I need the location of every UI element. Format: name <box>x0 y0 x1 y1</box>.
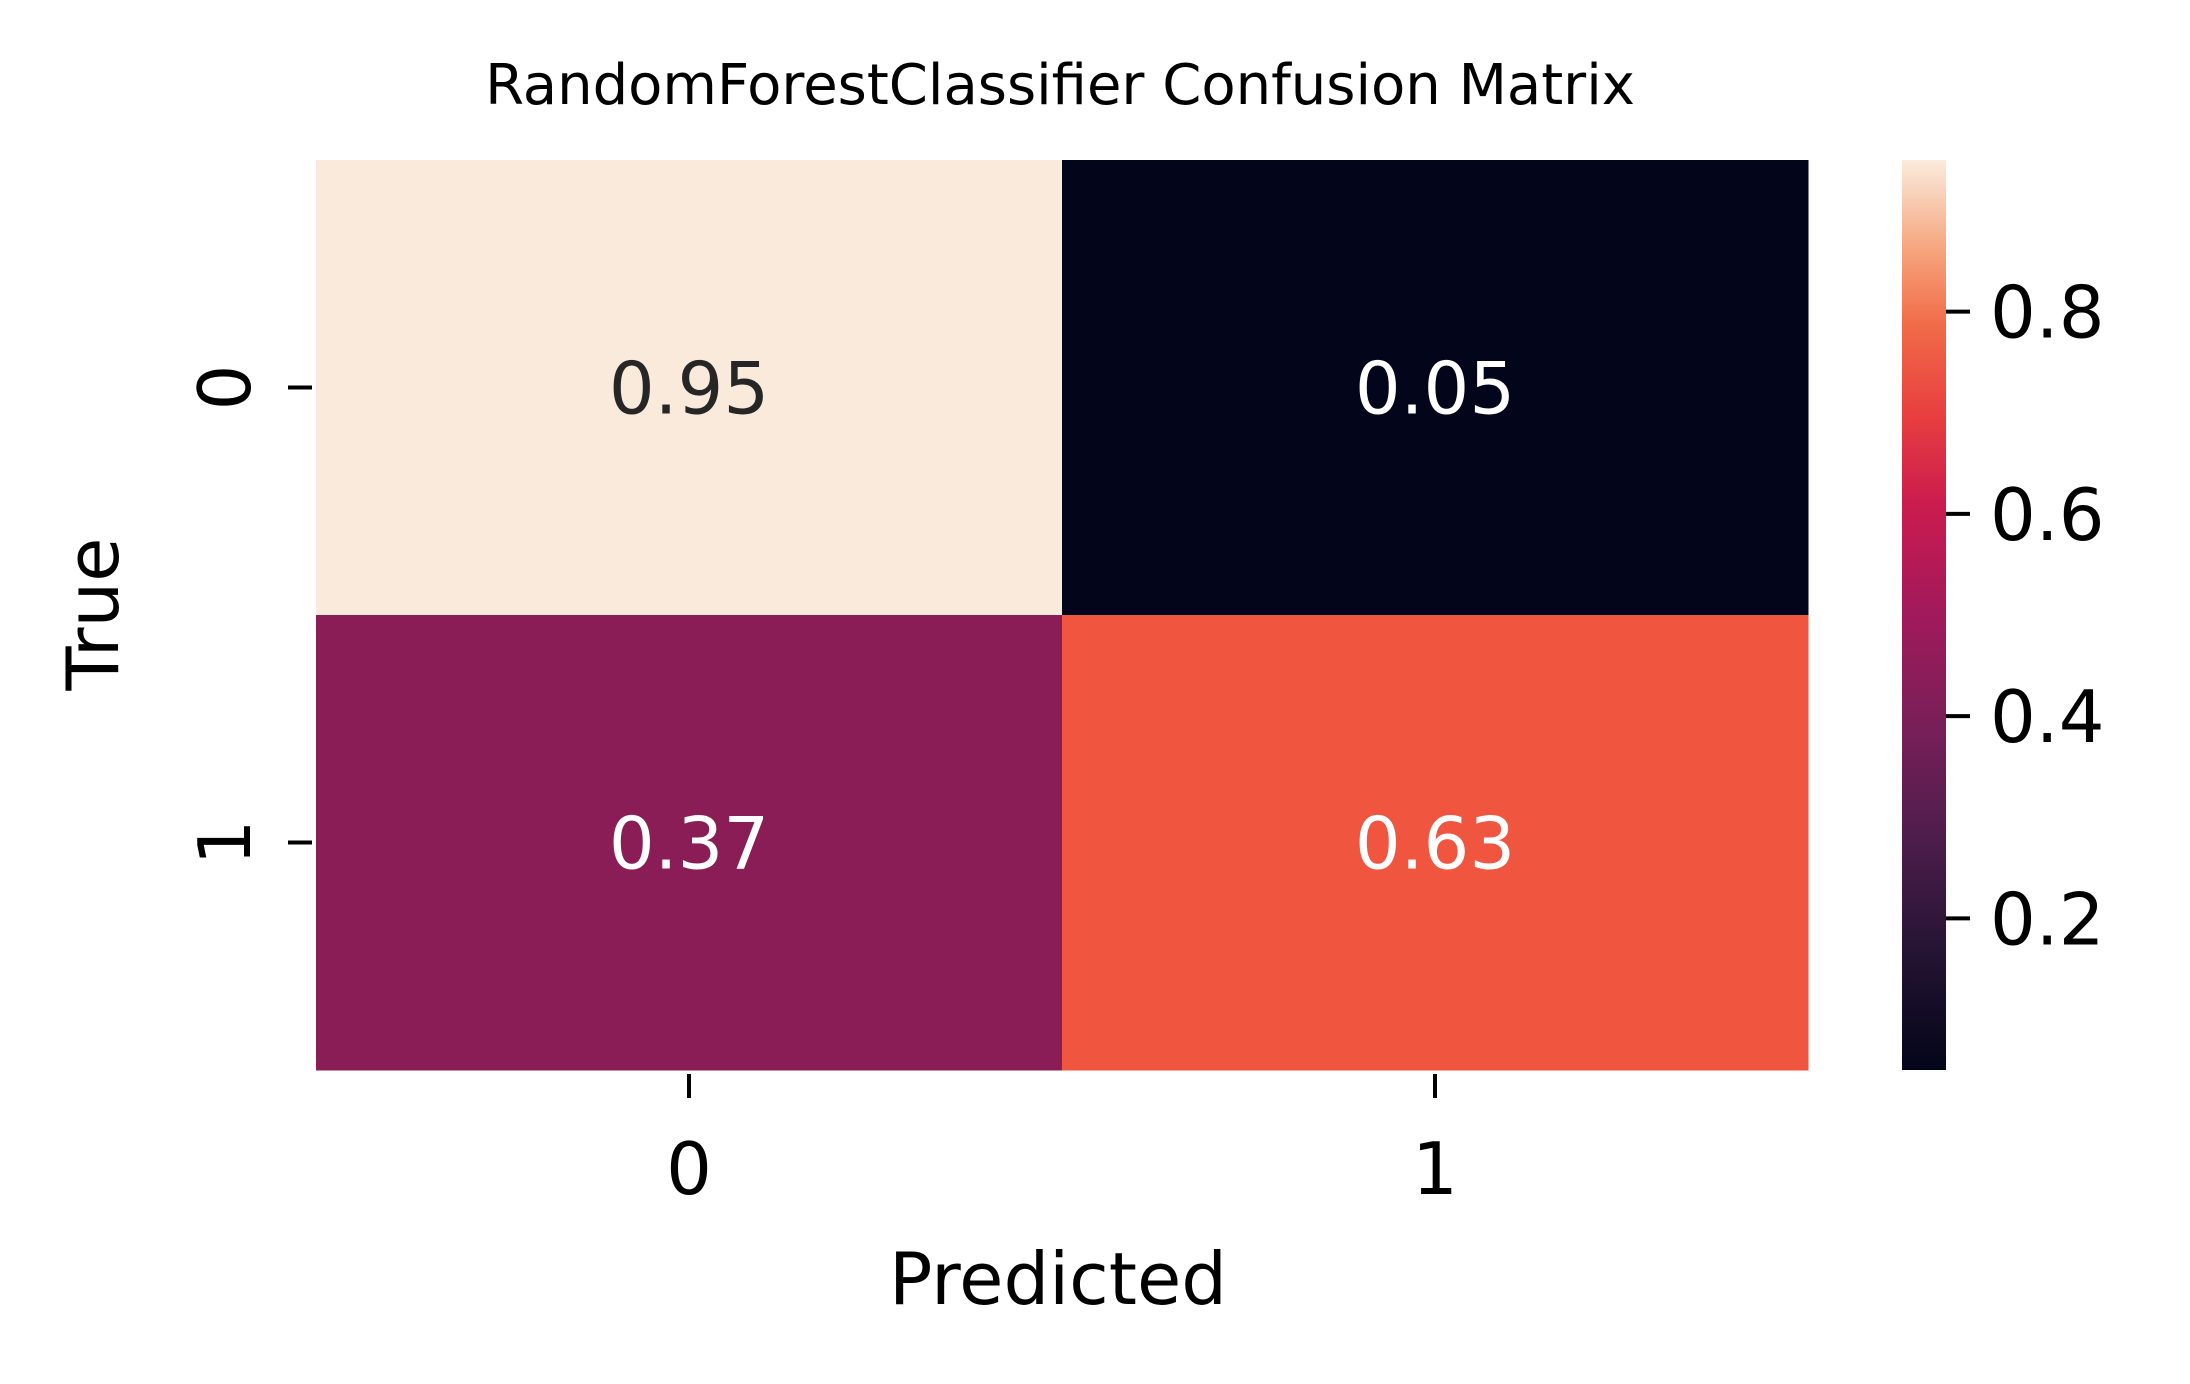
heatmap-cells <box>316 160 1809 1071</box>
y-axis-ticks: 01 <box>183 365 312 866</box>
cell-value-label-0-1: 0.05 <box>1355 347 1515 431</box>
x-axis-label: Predicted <box>889 1237 1227 1321</box>
heatmap-cell-1-0 <box>316 615 1063 1071</box>
colorbar-tick-label-0: 0.2 <box>1990 877 2105 961</box>
y-axis-label: True <box>51 538 135 692</box>
y-tick-label-0: 0 <box>183 365 267 411</box>
colorbar-gradient <box>1902 160 1946 1070</box>
colorbar-tick-label-3: 0.8 <box>1990 271 2105 355</box>
heatmap-cell-0-0 <box>316 160 1063 616</box>
cell-value-label-0-0: 0.95 <box>609 347 769 431</box>
x-tick-label-0: 0 <box>666 1127 712 1211</box>
chart-title: RandomForestClassifier Confusion Matrix <box>485 53 1635 118</box>
cell-value-label-1-1: 0.63 <box>1355 802 1515 886</box>
colorbar-ticks: 0.2 0.4 0.6 0.8 <box>1946 271 2105 961</box>
x-tick-label-1: 1 <box>1412 1127 1458 1211</box>
heatmap-cell-1-1 <box>1062 615 1809 1071</box>
y-tick-label-1: 1 <box>183 820 267 866</box>
colorbar: 0.2 0.4 0.6 0.8 <box>1902 160 2105 1070</box>
heatmap-cell-0-1 <box>1062 160 1809 616</box>
colorbar-tick-label-1: 0.4 <box>1990 675 2105 759</box>
cell-value-label-1-0: 0.37 <box>609 802 769 886</box>
colorbar-tick-label-2: 0.6 <box>1990 473 2105 557</box>
heatmap-cell-labels: 0.95 0.05 0.37 0.63 <box>609 347 1515 886</box>
